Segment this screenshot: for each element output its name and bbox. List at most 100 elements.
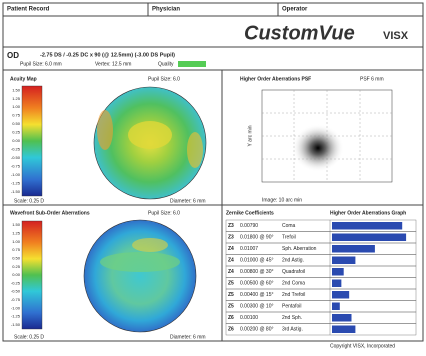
cell: Z4 bbox=[228, 258, 234, 264]
cell: 0.01000 @ 45° bbox=[240, 258, 274, 264]
cell: Pentafoil bbox=[282, 304, 301, 310]
panel-note: PSF 6 mm bbox=[360, 76, 384, 82]
panel-note: Pupil Size: 6.0 bbox=[148, 210, 180, 216]
panel-note: Scale: 0.25 D bbox=[14, 334, 44, 340]
panel-note: Scale: 0.25 D bbox=[14, 198, 44, 204]
cell: Z4 bbox=[228, 269, 234, 275]
scale-label: -1.25 bbox=[11, 180, 21, 185]
map-region bbox=[128, 121, 172, 149]
map-region bbox=[132, 238, 168, 252]
cell: Trefoil bbox=[282, 235, 296, 241]
bar bbox=[332, 291, 349, 299]
bar bbox=[332, 245, 375, 253]
cell: Z6 bbox=[228, 327, 234, 333]
scale-label: 1.50 bbox=[12, 222, 21, 227]
report: Patient Record Physician Operator Custom… bbox=[0, 0, 426, 351]
logo-brand: CustomVue bbox=[244, 22, 355, 44]
cell: 0.00200 @ 80° bbox=[240, 327, 274, 333]
scale-label: 0.00 bbox=[12, 272, 21, 277]
summary: Pupil Size: 6.0 mm bbox=[20, 61, 62, 67]
axis-label: Y arc min bbox=[247, 125, 253, 146]
color-scale bbox=[22, 221, 42, 329]
scale-label: -1.50 bbox=[11, 189, 21, 194]
panel-title: Wavefront Sub-Order Aberrations bbox=[10, 210, 90, 216]
field-label: Operator bbox=[282, 7, 308, 13]
scale-label: 0.50 bbox=[12, 121, 21, 126]
scale-label: -1.00 bbox=[11, 172, 21, 177]
cell: Coma bbox=[282, 223, 296, 229]
scale-label: -1.50 bbox=[11, 322, 21, 327]
panel-note: Diameter: 6 mm bbox=[170, 334, 206, 340]
scale-label: 1.25 bbox=[12, 231, 21, 236]
scale-label: -0.25 bbox=[11, 280, 21, 285]
cell: 0.01800 @ 90° bbox=[240, 235, 274, 241]
panel-note: Image: 10 arc min bbox=[262, 197, 302, 203]
cell: Z3 bbox=[228, 235, 234, 241]
cell: Sph. Aberration bbox=[282, 246, 317, 252]
cell: 0.00790 bbox=[240, 223, 258, 229]
scale-label: -0.50 bbox=[11, 155, 21, 160]
scale-label: 0.75 bbox=[12, 247, 21, 252]
scale-label: 0.75 bbox=[12, 113, 21, 118]
summary: Quality bbox=[158, 61, 174, 67]
field-label: Patient Record bbox=[7, 7, 50, 13]
cell: 0.00400 @ 15° bbox=[240, 292, 274, 298]
scale-label: 0.50 bbox=[12, 255, 21, 260]
bar bbox=[332, 314, 352, 322]
panel-title: Higher Order Aberrations PSF bbox=[240, 76, 311, 82]
scale-label: 0.25 bbox=[12, 264, 21, 269]
scale-label: 0.00 bbox=[12, 138, 21, 143]
scale-labels: 1.501.251.000.750.500.250.00-0.25-0.50-0… bbox=[11, 87, 21, 194]
scale-label: -0.75 bbox=[11, 297, 21, 302]
cell: 2nd Trefoil bbox=[282, 292, 305, 298]
eye-label: OD bbox=[7, 51, 19, 60]
cell: Z5 bbox=[228, 292, 234, 298]
bar bbox=[332, 268, 344, 276]
cell: 2nd Astig. bbox=[282, 258, 304, 264]
cell: 2nd Sph. bbox=[282, 315, 302, 321]
scale-label: -0.50 bbox=[11, 289, 21, 294]
quality-indicator bbox=[178, 61, 206, 67]
cell: Quadrafoil bbox=[282, 269, 305, 275]
scale-labels: 1.50 1.25 1.00 0.75 0.50 0.25 0.00 -0.25 -0.50 -0… bbox=[11, 222, 21, 327]
panel-title: Acuity Map bbox=[10, 76, 37, 82]
cell: 2nd Coma bbox=[282, 281, 305, 287]
cell: 0.00500 @ 60° bbox=[240, 281, 274, 287]
cell: Z5 bbox=[228, 304, 234, 310]
cell: Z5 bbox=[228, 281, 234, 287]
cell: Z6 bbox=[228, 315, 234, 321]
summary: -2.75 DS / -0.25 DC x 90 (@ 12.5mm) (-3.… bbox=[40, 52, 175, 58]
panel-note: Diameter: 6 mm bbox=[170, 198, 206, 204]
map-region bbox=[100, 252, 180, 272]
map-region bbox=[187, 132, 203, 168]
panel-note: Pupil Size: 6.0 bbox=[148, 76, 180, 82]
summary: Vertex: 12.5 mm bbox=[95, 61, 131, 67]
cell: Z3 bbox=[228, 223, 234, 229]
logo-maker: VISX bbox=[383, 30, 409, 42]
cell: 0.01007 bbox=[240, 246, 258, 252]
scale-label: -1.00 bbox=[11, 305, 21, 310]
scale-label: -1.25 bbox=[11, 314, 21, 319]
psf-blob bbox=[292, 124, 344, 172]
cell: Z4 bbox=[228, 246, 234, 252]
map-region bbox=[97, 110, 113, 150]
cell: 3rd Astig. bbox=[282, 327, 303, 333]
footer: Copyright VISX, Incorporated bbox=[330, 343, 395, 349]
wavefront-map bbox=[84, 220, 196, 332]
scale-label: 1.00 bbox=[12, 104, 21, 109]
bar bbox=[332, 326, 355, 334]
scale-label: 0.25 bbox=[12, 130, 21, 135]
bar bbox=[332, 234, 406, 242]
cell: 0.00800 @ 30° bbox=[240, 269, 274, 275]
scale-label: 1.00 bbox=[12, 239, 21, 244]
zernike-table: Z3 0.00790 Coma Z3 0.01800 @ 90° Trefoil Z4 0.0… bbox=[226, 220, 416, 335]
color-scale bbox=[22, 86, 42, 196]
bar bbox=[332, 303, 340, 311]
cell: 0.00300 @ 10° bbox=[240, 304, 274, 310]
scale-label: 1.25 bbox=[12, 96, 21, 101]
field-label: Physician bbox=[152, 7, 180, 13]
bar bbox=[332, 257, 355, 265]
table-title: Zernike Coefficients bbox=[226, 210, 274, 216]
scale-label: -0.25 bbox=[11, 147, 21, 152]
scale-label: -0.75 bbox=[11, 163, 21, 168]
